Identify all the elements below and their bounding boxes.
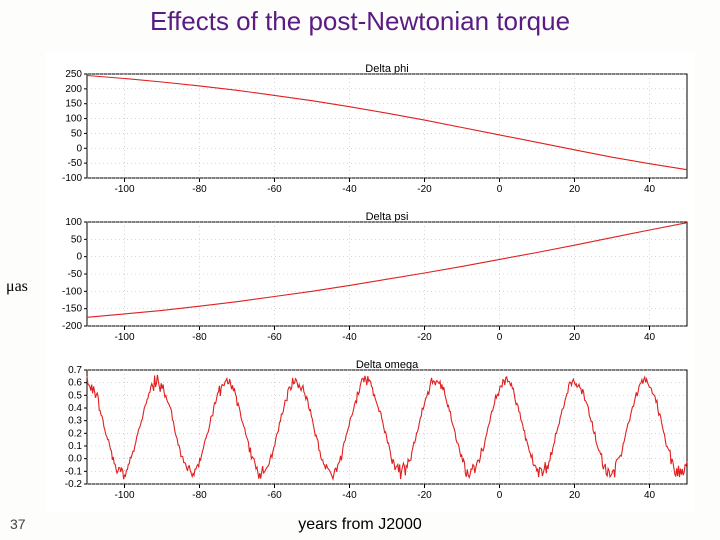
x-tick-label: 0 — [497, 490, 503, 500]
y-tick-label: 250 — [65, 69, 82, 80]
y-tick-label: -100 — [62, 173, 82, 184]
y-tick-label: -0.2 — [65, 479, 83, 490]
y-tick-label: 100 — [65, 217, 82, 228]
chart-panel: Delta omega -100 -80 -60 -40 -20 0 20 40 -0.2 -0.1… — [45, 360, 695, 500]
x-tick-label: -60 — [267, 332, 282, 342]
x-tick-label: -100 — [114, 332, 134, 342]
y-tick-label: 150 — [65, 99, 82, 110]
x-tick-label: 40 — [644, 490, 656, 500]
y-tick-label: 0 — [76, 252, 82, 263]
x-tick-label: 20 — [569, 490, 581, 500]
chart-panel: Delta phi -100 -80 -60 -40 -20 0 20 40 -100 -50 0 50… — [45, 64, 695, 194]
y-tick-label: -0.1 — [65, 466, 83, 477]
x-tick-label: -20 — [417, 490, 432, 500]
figure-stack: Delta phi-100-80-60-40-2002040-100-50050… — [45, 52, 695, 512]
x-tick-label: -80 — [192, 184, 207, 194]
y-tick-label: -100 — [62, 286, 82, 297]
x-tick-label: -40 — [342, 184, 357, 194]
y-tick-label: -50 — [68, 158, 83, 169]
data-series — [87, 375, 687, 479]
x-tick-label: -80 — [192, 332, 207, 342]
x-tick-label: -20 — [417, 184, 432, 194]
x-tick-label: 0 — [497, 184, 503, 194]
y-axis-unit-label: μas — [6, 278, 28, 296]
x-tick-label: 40 — [644, 332, 656, 342]
y-tick-label: 0.7 — [68, 365, 82, 376]
x-tick-label: 20 — [569, 332, 581, 342]
y-tick-label: 0.4 — [68, 403, 82, 414]
x-tick-label: -80 — [192, 490, 207, 500]
y-tick-label: 0.0 — [68, 454, 82, 465]
chart-title: Delta psi — [366, 212, 409, 223]
y-tick-label: 50 — [71, 128, 83, 139]
x-tick-label: 40 — [644, 184, 656, 194]
x-axis-unit-label: years from J2000 — [0, 516, 720, 534]
x-tick-label: -20 — [417, 332, 432, 342]
y-tick-label: 100 — [65, 114, 82, 125]
y-tick-label: 200 — [65, 84, 82, 95]
chart-title: Delta phi — [365, 64, 408, 75]
x-tick-label: -60 — [267, 490, 282, 500]
y-tick-label: 0.1 — [68, 441, 82, 452]
y-tick-label: 50 — [71, 234, 83, 245]
x-tick-label: -100 — [114, 184, 134, 194]
y-tick-label: 0.2 — [68, 428, 82, 439]
x-tick-label: -60 — [267, 184, 282, 194]
y-tick-label: -200 — [62, 321, 82, 332]
y-tick-label: 0.6 — [68, 378, 82, 389]
y-tick-label: 0.5 — [68, 390, 82, 401]
x-tick-label: -40 — [342, 490, 357, 500]
x-tick-label: -40 — [342, 332, 357, 342]
y-tick-label: -50 — [68, 269, 83, 280]
y-tick-label: -150 — [62, 304, 82, 315]
y-tick-label: 0.3 — [68, 416, 82, 427]
chart-panel: Delta psi-100-80-60-40-2002040-200-150-1… — [45, 212, 695, 342]
slide-title: Effects of the post-Newtonian torque — [0, 6, 720, 37]
x-tick-label: 20 — [569, 184, 581, 194]
slide-number: 37 — [10, 516, 26, 532]
data-series — [87, 223, 687, 318]
x-tick-label: 0 — [497, 332, 503, 342]
x-tick-label: -100 — [114, 490, 134, 500]
chart-title: Delta omega — [356, 360, 419, 371]
data-series — [87, 76, 687, 170]
y-tick-label: 0 — [76, 143, 82, 154]
